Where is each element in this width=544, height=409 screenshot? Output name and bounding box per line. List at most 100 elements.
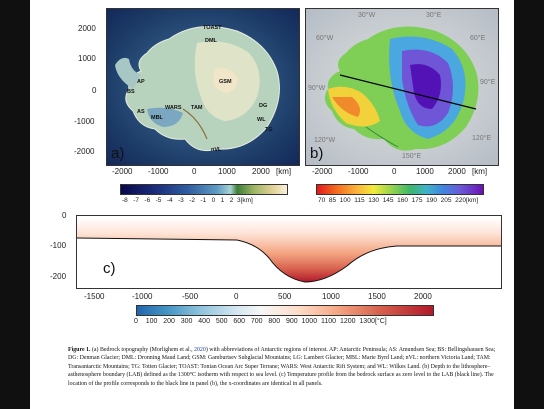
colorbar-tick: -3 (178, 197, 184, 204)
lon-label: 90°E (480, 79, 496, 86)
colorbar-tick: 0 (211, 197, 216, 204)
colorbar-tick: 160 (397, 197, 409, 204)
panel-a-y-tick: 1000 (78, 54, 96, 63)
temperature-colorbar (136, 305, 434, 316)
label-tam: TAM (191, 105, 203, 111)
colorbar-tick: -4 (166, 197, 173, 204)
colorbar-tick: 700 (250, 318, 263, 325)
panel-c-x-tick: 500 (278, 292, 292, 301)
colorbar-tick: 205 (440, 197, 452, 204)
colorbar-tick: 190 (426, 197, 437, 204)
colorbar-tick: 1 (220, 197, 225, 204)
panel-c-y-tick: 0 (62, 211, 67, 220)
colorbar-tick: 2 (229, 197, 234, 204)
panel-a-x-tick: -1000 (148, 167, 169, 176)
figure-label: Figure 1. (68, 347, 91, 353)
panel-b-x-unit: [km] (472, 167, 488, 176)
panel-c-x-tick: 0 (234, 292, 239, 301)
figure-caption: Figure 1. (a) Bedrock topography (Morlig… (68, 346, 504, 388)
panel-b-x-tick: 2000 (448, 167, 466, 176)
lon-label: 120°W (314, 137, 336, 144)
paper-page: TOAST DML GSM AP BS AS MBL WARS TAM DG W… (30, 0, 514, 409)
lon-label: 30°E (426, 12, 442, 19)
colorbar-tick: 220[km] (455, 197, 479, 204)
caption-text-2: ) with abbreviations of Antarctic region… (68, 347, 496, 387)
topography-colorbar (120, 184, 288, 195)
antarctica-topography-svg (115, 26, 280, 152)
panel-c-y-tick: -100 (50, 241, 67, 250)
colorbar-tick: -8 (122, 197, 128, 204)
label-nvl: nVL (211, 147, 222, 153)
lon-label: 150°E (402, 153, 422, 160)
panel-a-x-tick: -2000 (112, 167, 133, 176)
caption-text-1: (a) Bedrock topography (Morlighem et al.… (90, 347, 195, 353)
colorbar-tick: 1000 (301, 318, 318, 325)
lab-depth-map: 30°W 30°E 60°E 90°E 120°E 150°E 120°W 90… (305, 8, 499, 166)
colorbar-tick: 100 (339, 197, 351, 204)
colorbar-tick: -7 (133, 197, 139, 204)
label-gsm: GSM (219, 79, 232, 85)
label-wl: WL (257, 117, 266, 123)
temperature-cross-section: c) (76, 215, 502, 289)
colorbar-tick: 70 (318, 197, 326, 204)
colorbar-tick: 200 (163, 318, 175, 325)
label-tg: TG (265, 127, 273, 133)
panel-a-y-tick: -2000 (74, 147, 95, 156)
colorbar-tick: 130 (368, 197, 380, 204)
label-dg: DG (259, 103, 268, 109)
colorbar-tick: 3[km] (236, 197, 253, 204)
panel-b-x-tick: 1000 (416, 167, 434, 176)
citation-link[interactable]: 2020 (194, 347, 206, 353)
colorbar-tick: 900 (285, 318, 298, 325)
lab-depth-svg (324, 26, 479, 151)
lab-depth-colorbar (316, 184, 484, 195)
label-mbl: MBL (151, 115, 163, 121)
lon-label: 120°E (472, 135, 492, 142)
panel-c-y-tick: -200 (50, 272, 67, 281)
panel-b-letter: b) (310, 145, 324, 162)
panel-c-x-tick: 1500 (368, 292, 386, 301)
colorbar-tick: -6 (144, 197, 151, 204)
profile-line (339, 74, 477, 110)
colorbar-tick: 115 (354, 197, 365, 204)
panel-c-x-tick: -500 (182, 292, 199, 301)
label-toast: TOAST (203, 25, 222, 31)
colorbar-tick: 500 (215, 318, 228, 325)
colorbar-tick: 1200 (339, 318, 356, 325)
label-dml: DML (205, 38, 217, 44)
panel-a-y-tick: 2000 (78, 24, 96, 33)
topography-colorbar-ticks: -8 -7 -6 -5 -4 -3 -2 -1 0 1 2 3[km] (122, 197, 253, 204)
panel-a-y-tick: 0 (92, 86, 97, 95)
lab-colorbar-ticks: 70 85 100 115 130 145 160 175 190 205 22… (318, 197, 478, 204)
panel-c-x-tick: 1000 (322, 292, 340, 301)
colorbar-tick: 1100 (320, 318, 337, 325)
colorbar-tick: -5 (155, 197, 162, 204)
panel-a-letter: a) (111, 145, 125, 162)
colorbar-tick: 400 (198, 318, 210, 325)
panel-a-y-tick: -1000 (74, 117, 95, 126)
lab-line (77, 237, 501, 283)
panel-c-x-tick: -1500 (84, 292, 105, 301)
panel-c-letter: c) (103, 260, 116, 277)
panel-b-x-tick: -1000 (348, 167, 369, 176)
colorbar-tick: -1 (200, 197, 207, 204)
label-ap: AP (137, 79, 145, 85)
bedrock-topography-map: TOAST DML GSM AP BS AS MBL WARS TAM DG W… (106, 8, 300, 166)
colorbar-tick: 175 (411, 197, 423, 204)
lon-label: 60°E (470, 35, 486, 42)
label-wars: WARS (165, 105, 182, 111)
label-as: AS (137, 109, 145, 115)
panel-c-x-tick: 2000 (414, 292, 432, 301)
panel-b-x-tick: 0 (392, 167, 397, 176)
colorbar-tick: 85 (328, 197, 337, 204)
colorbar-tick: -2 (189, 197, 195, 204)
panel-a-x-tick: 0 (192, 167, 197, 176)
panel-a-x-tick: 1000 (218, 167, 236, 176)
panel-a-x-tick: 2000 (252, 167, 270, 176)
lon-label: 30°W (358, 12, 376, 19)
label-bs: BS (127, 89, 135, 95)
panel-a-x-unit: [km] (276, 167, 292, 176)
colorbar-tick: 800 (268, 318, 281, 325)
colorbar-tick: 1300[°C] (359, 318, 387, 325)
colorbar-tick: 0 (134, 318, 138, 325)
